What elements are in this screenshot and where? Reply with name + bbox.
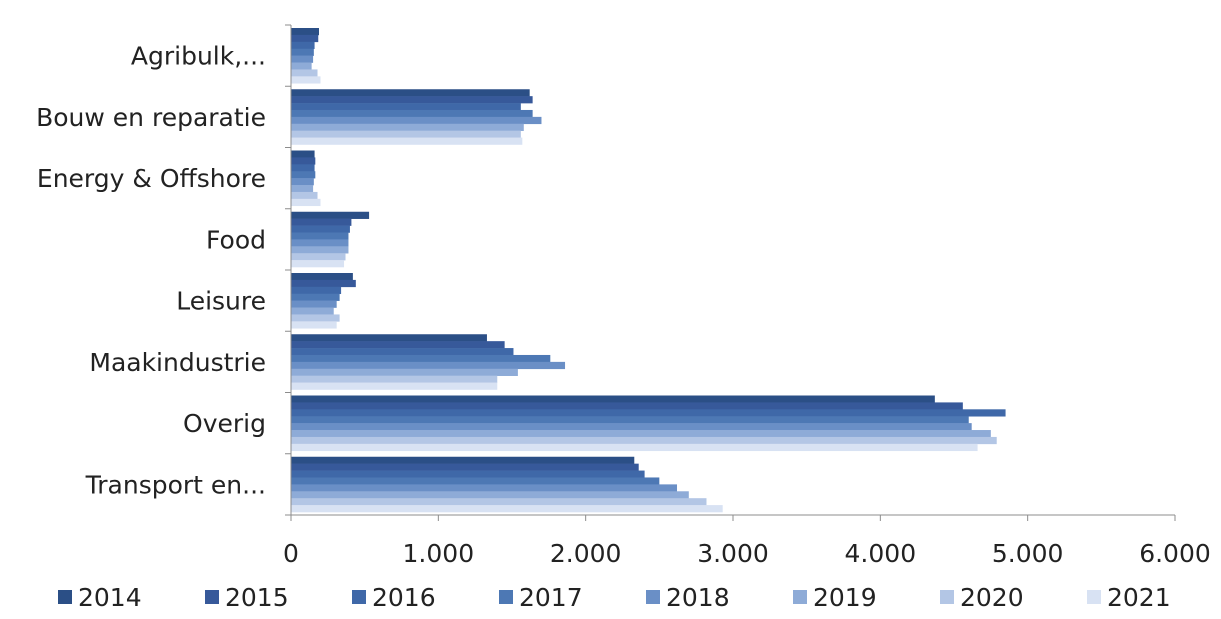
legend-label: 2016 [372, 583, 436, 612]
bar-2016-7 [291, 470, 645, 478]
bar-2015-5 [291, 341, 505, 349]
bar-2017-7 [291, 477, 660, 485]
bar-2020-7 [291, 498, 707, 506]
bar-2015-6 [291, 402, 963, 410]
bar-2014-5 [291, 334, 487, 342]
bar-2019-1 [291, 123, 524, 131]
category-label: Overig [183, 409, 266, 438]
x-tick-label: 2.000 [550, 539, 622, 568]
bar-2014-1 [291, 89, 530, 97]
bar-2019-7 [291, 491, 689, 499]
bar-2014-3 [291, 211, 370, 219]
bar-2020-5 [291, 375, 498, 383]
bar-2021-1 [291, 137, 523, 145]
bar-2019-3 [291, 246, 349, 254]
category-label: Transport en... [85, 470, 266, 499]
bar-2016-6 [291, 409, 1006, 417]
bar-2016-0 [291, 41, 315, 50]
x-tick-label: 0 [283, 539, 299, 568]
category-label: Bouw en reparatie [36, 103, 266, 132]
legend-label: 2015 [225, 583, 289, 612]
bar-2016-1 [291, 103, 521, 111]
category-label: Agribulk,... [131, 42, 266, 71]
bar-2015-7 [291, 463, 639, 471]
bar-2016-2 [291, 164, 315, 172]
legend-label: 2020 [960, 583, 1024, 612]
bar-2017-6 [291, 416, 969, 424]
bar-2020-4 [291, 314, 340, 322]
bar-2017-1 [291, 109, 533, 118]
bar-2015-0 [291, 34, 319, 43]
legend-swatch-2021 [1087, 590, 1101, 604]
bar-2019-2 [291, 185, 314, 193]
axes-group: Agribulk,... Bouw en reparatie Energy & Of… [36, 24, 1211, 568]
legend-label: 2019 [813, 583, 877, 612]
category-label: Leisure [176, 287, 266, 316]
bar-2021-5 [291, 382, 498, 390]
x-tick-label: 6.000 [1139, 539, 1211, 568]
bar-2018-1 [291, 116, 542, 125]
bar-2015-4 [291, 279, 356, 288]
bar-2017-0 [291, 48, 314, 56]
legend-swatch-2020 [940, 590, 954, 604]
bar-2018-5 [291, 361, 566, 370]
bar-2017-3 [291, 232, 349, 240]
legend-swatch-2017 [499, 590, 513, 604]
legend-swatch-2018 [646, 590, 660, 604]
bar-2018-0 [291, 55, 314, 63]
legend-swatch-2015 [205, 590, 219, 604]
legend-label: 2021 [1107, 583, 1171, 612]
bar-2021-6 [291, 443, 978, 452]
bar-2019-4 [291, 307, 334, 315]
legend-swatch-2016 [352, 590, 366, 604]
bar-2019-6 [291, 430, 991, 438]
legend-label: 2018 [666, 583, 730, 612]
bar-2014-6 [291, 395, 935, 403]
bar-2017-2 [291, 171, 316, 179]
legend-label: 2014 [78, 583, 142, 612]
bar-2020-6 [291, 436, 997, 445]
bar-2015-3 [291, 218, 352, 226]
bar-2021-7 [291, 505, 723, 513]
legend-label: 2017 [519, 583, 583, 612]
bar-2019-0 [291, 62, 312, 70]
bar-2018-6 [291, 423, 972, 431]
x-tick-label: 4.000 [845, 539, 917, 568]
bar-2020-0 [291, 69, 318, 77]
bar-2018-4 [291, 300, 337, 308]
bar-2020-3 [291, 253, 346, 261]
bar-2016-3 [291, 225, 350, 233]
category-label: Food [206, 225, 266, 254]
bar-2015-1 [291, 96, 533, 104]
bar-2021-2 [291, 198, 321, 207]
bar-2015-2 [291, 157, 316, 165]
bar-2016-4 [291, 286, 342, 295]
legend-swatch-2019 [793, 590, 807, 604]
bar-2021-4 [291, 321, 337, 329]
bar-2020-2 [291, 191, 318, 200]
bar-2020-1 [291, 130, 521, 138]
bar-2017-5 [291, 354, 551, 363]
x-tick-label: 3.000 [697, 539, 769, 568]
bar-2014-7 [291, 456, 635, 464]
category-label: Energy & Offshore [37, 164, 266, 193]
legend: 2014 2015 2016 2017 2018 2019 2020 2021 [58, 583, 1171, 612]
bar-2014-0 [291, 28, 319, 36]
bars-group [291, 28, 1006, 513]
bar-2018-3 [291, 239, 349, 247]
bar-2014-2 [291, 150, 315, 158]
x-tick-label: 5.000 [992, 539, 1064, 568]
legend-swatch-2014 [58, 590, 72, 604]
category-label: Maakindustrie [89, 348, 266, 377]
bar-2019-5 [291, 368, 518, 376]
bar-2014-4 [291, 273, 353, 281]
bar-2021-0 [291, 76, 321, 84]
x-tick-label: 1.000 [403, 539, 475, 568]
bar-2018-2 [291, 178, 314, 186]
bar-2017-4 [291, 293, 340, 301]
bar-2018-7 [291, 484, 678, 492]
bar-2021-3 [291, 260, 345, 268]
bar-2016-5 [291, 348, 514, 356]
